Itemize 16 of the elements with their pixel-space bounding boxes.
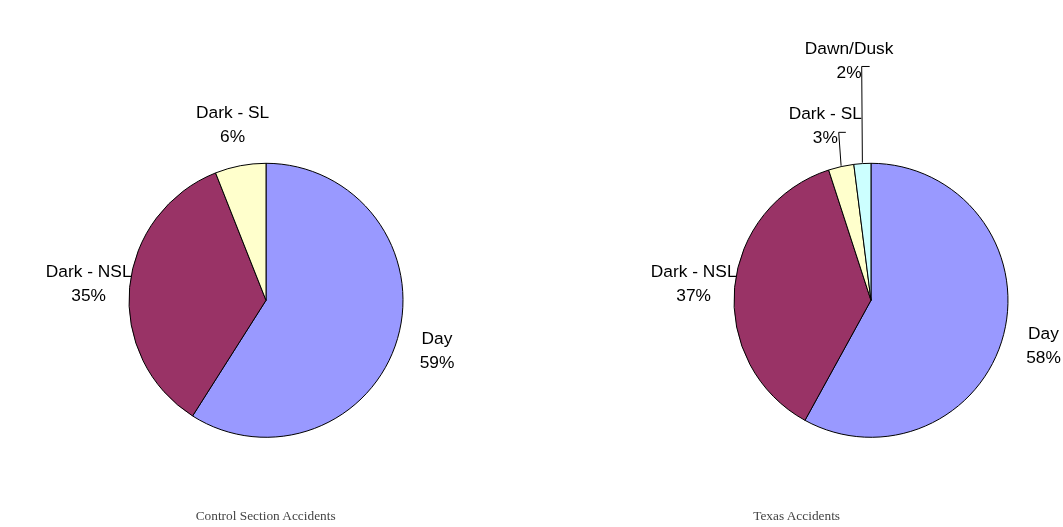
slice-label: Dawn/Dusk	[804, 37, 894, 58]
data-label: 58%	[1026, 346, 1061, 367]
slice-label: Dark - SL	[196, 102, 270, 123]
text: Texas Accidents	[753, 507, 841, 523]
slice-label: Dark - NSL	[650, 261, 737, 282]
data-label: 59%	[419, 352, 455, 373]
slice-label: Day	[1028, 322, 1060, 343]
data-label: 6%	[220, 126, 246, 147]
data-label: 3%	[812, 127, 838, 148]
text: Control Section Accidents	[195, 507, 336, 523]
slice-label: Dark - NSL	[45, 261, 132, 282]
slice-label: Dark - SL	[788, 103, 863, 124]
data-label: 2%	[836, 61, 862, 82]
data-label: 37%	[676, 285, 712, 306]
slice-label: Day	[421, 328, 453, 349]
data-label: 35%	[71, 285, 107, 306]
